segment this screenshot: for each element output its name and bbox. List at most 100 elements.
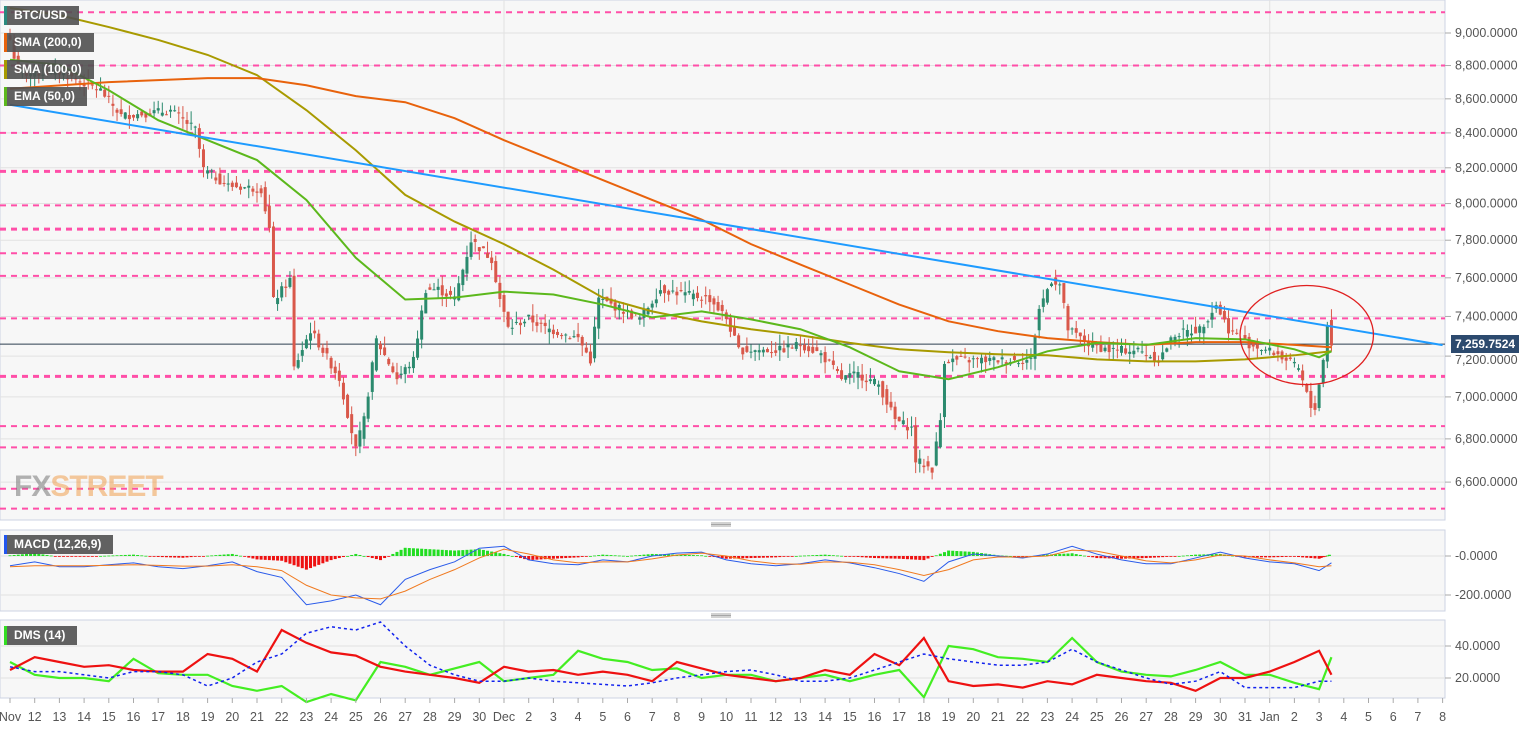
legend-sma100[interactable]: SMA (100,0): [4, 60, 94, 79]
candle-body: [1078, 332, 1082, 337]
legend-macd[interactable]: MACD (12,26,9): [4, 535, 114, 554]
candle-body: [280, 286, 284, 298]
macd-histogram-bar: [1251, 556, 1255, 558]
macd-histogram-bar: [934, 555, 938, 557]
candle-body: [593, 326, 597, 359]
candle-body: [1000, 357, 1004, 360]
legend-dms[interactable]: DMS (14): [4, 626, 78, 645]
legend-label: SMA (100,0): [14, 62, 82, 76]
macd-histogram-bar: [1321, 556, 1325, 558]
candle-body: [1189, 333, 1193, 336]
candle-body: [177, 112, 181, 114]
macd-histogram-bar: [761, 556, 765, 558]
macd-histogram-bar: [214, 555, 218, 556]
x-tick-label: 8: [673, 710, 680, 724]
macd-histogram-bar: [103, 555, 107, 557]
y-tick-label: 8,800.0000: [1455, 59, 1518, 73]
candle-body: [1292, 361, 1296, 364]
macd-histogram-bar: [1194, 554, 1198, 556]
macd-histogram-bar: [955, 550, 959, 556]
candle-body: [712, 298, 716, 305]
candle-body: [407, 366, 411, 369]
macd-histogram-bar: [263, 556, 267, 560]
candle-body: [140, 111, 144, 116]
candle-body: [510, 327, 514, 329]
candle-body: [255, 191, 259, 193]
legend-sma200[interactable]: SMA (200,0): [4, 33, 94, 52]
candle-body: [333, 366, 337, 374]
macd-histogram-bar: [16, 554, 20, 556]
candle-body: [1074, 328, 1078, 333]
candle-body: [1107, 344, 1111, 353]
candle-body: [1325, 326, 1329, 362]
macd-histogram-bar: [1313, 556, 1317, 559]
legend-ema50[interactable]: EMA (50,0): [4, 87, 87, 106]
macd-histogram-bar: [370, 556, 374, 559]
candle-body: [761, 349, 765, 353]
y-tick-label: 7,200.0000: [1455, 353, 1518, 367]
candle-body: [1276, 351, 1280, 355]
x-tick-label: 26: [374, 710, 388, 724]
macd-histogram-bar: [329, 556, 333, 561]
candle-body: [1017, 363, 1021, 365]
candle-body: [284, 286, 288, 288]
macd-histogram-bar: [568, 556, 572, 558]
candle-body: [1050, 283, 1054, 286]
macd-histogram-bar: [646, 554, 650, 556]
macd-histogram-bar: [350, 554, 354, 556]
candle-body: [1021, 362, 1025, 364]
legend-btcusd[interactable]: BTC/USD: [4, 6, 80, 25]
candle-body: [292, 275, 296, 367]
price-pane: [0, 0, 1446, 521]
current-price-tag: 7,259.7524: [1451, 335, 1520, 353]
candle-body: [156, 108, 160, 111]
x-tick-label: 12: [28, 710, 42, 724]
candle-body: [300, 350, 304, 356]
candle-body: [1045, 289, 1049, 303]
macd-histogram-bar: [564, 556, 568, 559]
x-tick-label: 11: [745, 710, 758, 724]
candle-body: [564, 334, 568, 336]
macd-histogram-bar: [889, 556, 893, 559]
candle-body: [737, 335, 741, 348]
candle-body: [584, 347, 588, 353]
candle-body: [189, 122, 193, 124]
candle-body: [267, 205, 271, 229]
macd-histogram-bar: [354, 553, 358, 556]
candle-body: [658, 290, 662, 294]
macd-histogram-bar: [877, 556, 881, 559]
macd-histogram-bar: [1148, 556, 1152, 558]
candle-body: [523, 321, 527, 324]
y-tick-label: 7,400.0000: [1455, 309, 1518, 323]
macd-histogram-bar: [210, 555, 214, 557]
macd-histogram-bar: [99, 555, 103, 557]
macd-histogram-bar: [683, 554, 687, 556]
macd-histogram-bar: [720, 556, 724, 559]
macd-histogram-bar: [774, 556, 778, 558]
macd-histogram-bar: [1140, 556, 1144, 559]
macd-histogram-bar: [1259, 556, 1263, 558]
candle-body: [1037, 308, 1041, 331]
candle-body: [127, 115, 131, 120]
candle-body: [543, 322, 547, 327]
macd-histogram-bar: [535, 556, 539, 560]
candle-body: [502, 295, 506, 312]
candle-body: [531, 315, 535, 323]
macd-histogram-bar: [160, 556, 164, 558]
macd-histogram-bar: [1012, 556, 1016, 557]
x-tick-label: 19: [942, 710, 956, 724]
candle-body: [173, 110, 177, 112]
candle-body: [1004, 362, 1008, 364]
macd-histogram-bar: [753, 556, 757, 558]
macd-histogram-bar: [1054, 554, 1058, 556]
candle-body: [1264, 349, 1268, 351]
candle-body: [988, 357, 992, 361]
candle-body: [1115, 349, 1119, 351]
candle-body: [782, 348, 786, 353]
macd-histogram-bar: [951, 550, 955, 556]
candle-body: [185, 120, 189, 124]
macd-histogram-bar: [78, 556, 82, 557]
candle-body: [490, 257, 494, 264]
macd-histogram-bar: [827, 554, 831, 556]
